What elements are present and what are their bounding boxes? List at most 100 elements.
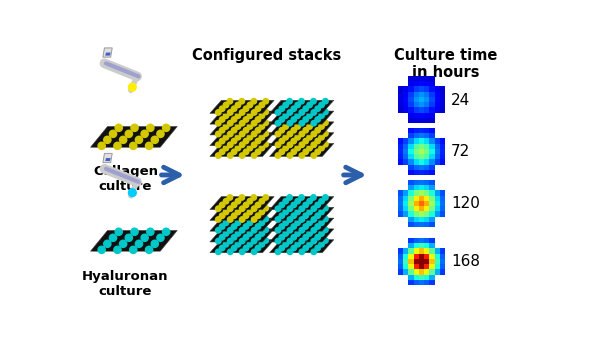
Circle shape [295,231,301,236]
Circle shape [215,153,221,158]
Circle shape [255,106,261,111]
Circle shape [227,217,233,222]
Circle shape [291,117,296,122]
Circle shape [130,142,137,150]
Circle shape [255,224,261,229]
Circle shape [251,216,257,222]
Circle shape [295,198,301,204]
Circle shape [244,138,249,144]
Circle shape [235,231,241,236]
Circle shape [307,231,313,236]
Circle shape [315,117,320,122]
Polygon shape [269,240,334,253]
Circle shape [303,138,308,144]
Circle shape [239,120,245,126]
Polygon shape [105,53,110,56]
Circle shape [299,249,305,254]
Circle shape [125,234,133,242]
Polygon shape [210,122,274,135]
Circle shape [287,238,292,243]
Circle shape [235,102,241,108]
Circle shape [291,138,296,144]
Circle shape [311,120,317,126]
Circle shape [323,131,328,136]
Circle shape [283,220,289,226]
Circle shape [251,238,257,244]
Polygon shape [269,143,334,157]
Circle shape [251,206,257,212]
Circle shape [247,145,253,151]
Circle shape [125,130,133,137]
Circle shape [119,136,127,143]
Circle shape [279,117,284,122]
Circle shape [311,131,316,136]
Circle shape [259,220,265,226]
Circle shape [311,153,317,158]
Circle shape [291,106,296,111]
Circle shape [311,131,317,137]
Circle shape [145,246,153,253]
Circle shape [299,227,304,232]
Circle shape [259,102,265,108]
Circle shape [299,238,305,244]
Circle shape [287,142,293,148]
Circle shape [279,235,284,240]
Circle shape [220,127,225,133]
Circle shape [259,135,265,140]
Circle shape [227,131,233,137]
Circle shape [227,249,233,254]
Circle shape [232,127,237,133]
Circle shape [227,98,233,104]
Circle shape [283,135,289,140]
Circle shape [136,136,143,143]
Circle shape [232,224,237,229]
Circle shape [315,224,320,229]
Circle shape [323,142,328,147]
Circle shape [227,142,233,148]
Circle shape [215,238,221,244]
Circle shape [244,224,249,229]
Circle shape [145,142,153,150]
Circle shape [251,249,257,254]
Circle shape [323,216,328,222]
Circle shape [287,109,292,115]
Polygon shape [105,158,110,161]
Circle shape [128,189,136,197]
Circle shape [291,213,296,219]
Circle shape [255,245,261,251]
Circle shape [251,228,257,233]
Circle shape [295,102,301,108]
Circle shape [311,142,316,147]
Circle shape [115,124,122,132]
Circle shape [323,238,328,243]
Circle shape [307,124,313,129]
Circle shape [232,149,237,155]
Circle shape [259,231,265,236]
Circle shape [275,142,281,148]
Circle shape [239,109,245,115]
Circle shape [227,109,233,115]
Circle shape [291,245,296,251]
Circle shape [247,198,253,204]
Circle shape [311,238,316,243]
Circle shape [131,124,138,132]
Circle shape [239,217,245,222]
Circle shape [311,142,317,148]
Circle shape [232,117,237,122]
Circle shape [283,102,289,108]
Circle shape [311,249,317,254]
Circle shape [299,216,304,222]
Circle shape [239,216,245,222]
Polygon shape [210,197,274,209]
Circle shape [227,131,233,136]
Circle shape [263,227,268,232]
Circle shape [98,142,105,150]
Circle shape [299,98,304,104]
Circle shape [315,127,320,133]
Circle shape [239,228,245,233]
Circle shape [247,231,253,236]
Circle shape [244,245,249,251]
Polygon shape [269,122,334,135]
Circle shape [279,245,284,251]
Polygon shape [91,230,178,251]
